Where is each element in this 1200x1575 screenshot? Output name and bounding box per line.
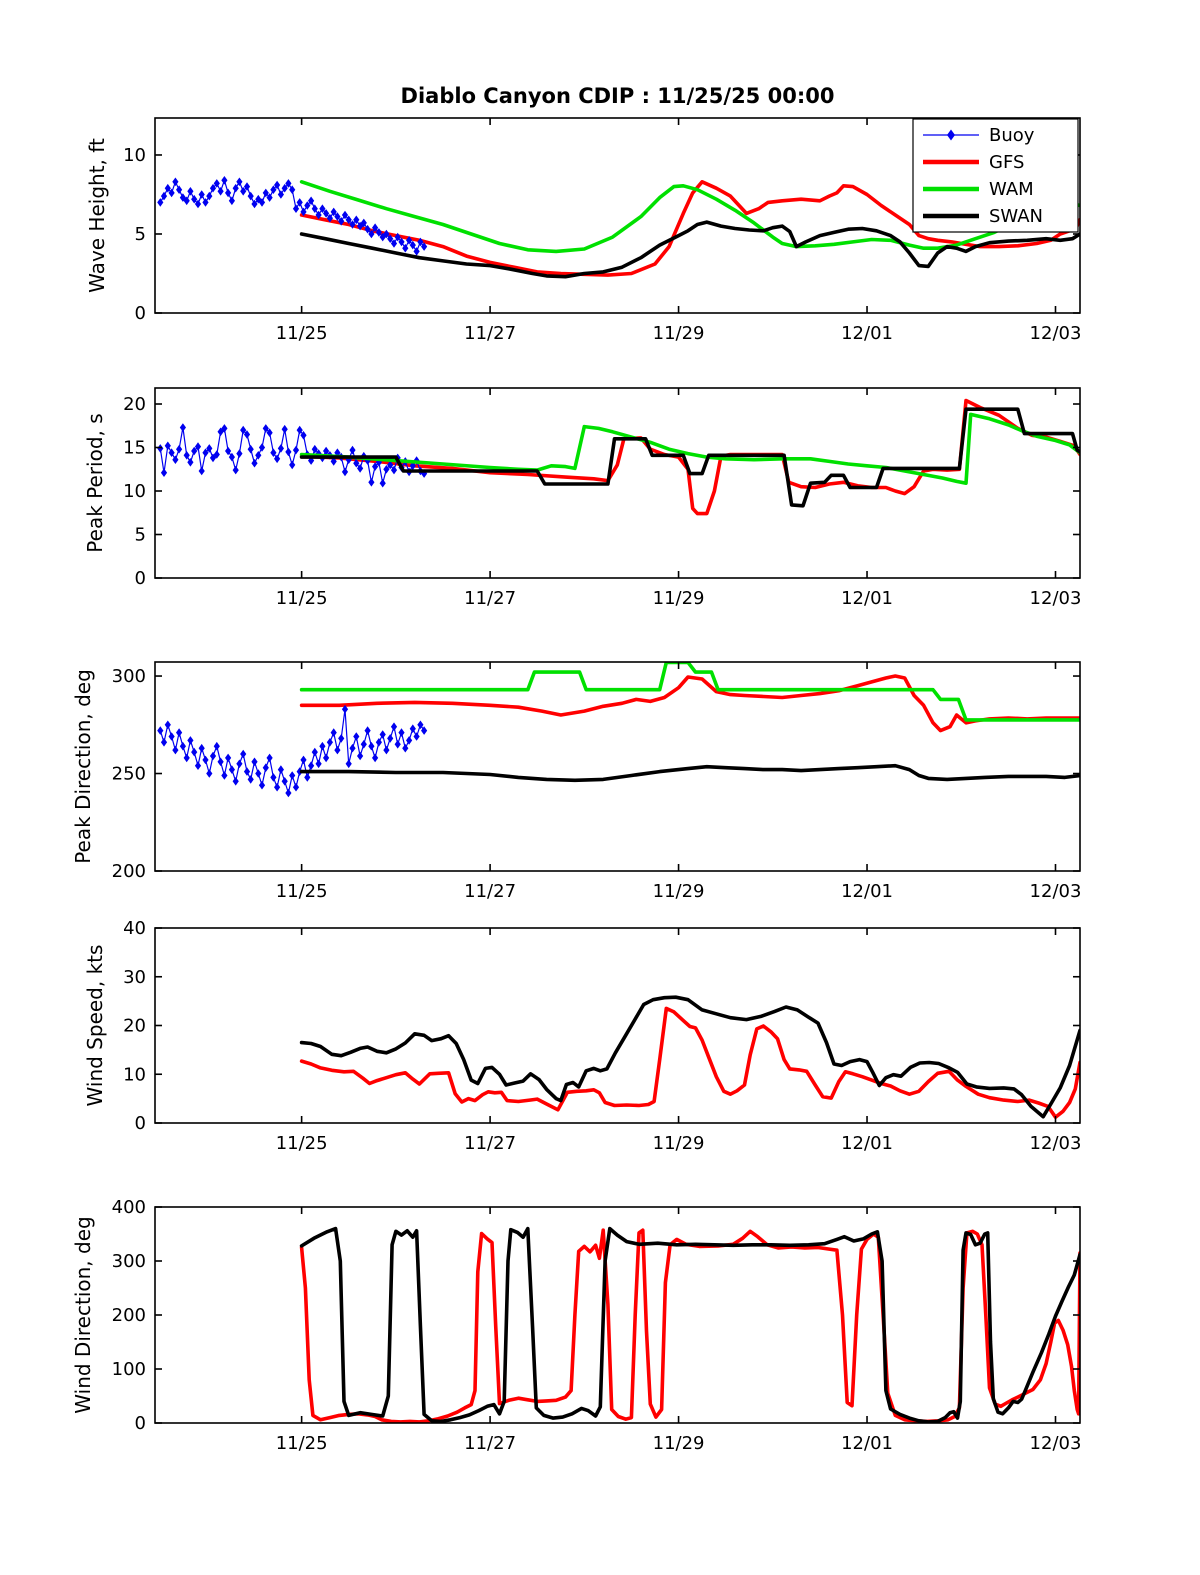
buoy-markers-panel-2 — [157, 423, 428, 488]
panel-3: 11/25 11/27 11/29 12/01 12/03 200 250 300 Peak D… — [71, 661, 1082, 902]
buoy-markers-panel-3 — [157, 704, 428, 798]
y-tick-label: 0 — [135, 1113, 146, 1134]
legend-label-swan: SWAN — [989, 206, 1043, 227]
x-tick-label: 11/27 — [464, 323, 516, 344]
y-axis-label-panel-5: Wind Direction, deg — [71, 1216, 95, 1413]
y-tick-label: 0 — [135, 303, 146, 324]
x-tick-label: 12/01 — [841, 1433, 893, 1454]
swan-line-panel-1 — [299, 220, 1080, 279]
y-tick-label: 0 — [135, 1413, 146, 1434]
y-tick-label: 200 — [112, 1305, 146, 1326]
wam-line-panel-3 — [299, 662, 1080, 722]
y-tick-label: 300 — [112, 1251, 146, 1272]
x-tick-label: 11/27 — [464, 1133, 516, 1154]
x-tick-label: 11/25 — [276, 1133, 328, 1154]
gfs-line-panel-3 — [299, 674, 1080, 733]
swan-line-panel-4 — [299, 995, 1080, 1119]
legend-label-gfs: GFS — [989, 152, 1024, 173]
x-tick-label: 12/01 — [841, 323, 893, 344]
panel-1: 11/25 11/27 11/29 12/01 12/03 0 5 10 Wave Height… — [85, 117, 1082, 344]
x-tick-label: 12/03 — [1030, 1133, 1082, 1154]
gfs-line-panel-4 — [299, 1006, 1080, 1119]
panel-2: 11/25 11/27 11/29 12/01 12/03 0 5 10 15 20 Peak Pe… — [83, 387, 1082, 609]
y-tick-label: 15 — [123, 438, 146, 459]
legend-box — [912, 118, 1079, 233]
y-tick-label: 5 — [135, 224, 146, 245]
y-tick-label: 30 — [123, 967, 146, 988]
x-tick-label: 11/27 — [464, 588, 516, 609]
y-tick-label: 200 — [112, 861, 146, 882]
y-axis-label-panel-4: Wind Speed, kts — [83, 945, 107, 1107]
y-tick-label: 5 — [135, 525, 146, 546]
x-tick-label: 11/27 — [464, 881, 516, 902]
y-tick-label: 20 — [123, 394, 146, 415]
x-tick-label: 12/01 — [841, 588, 893, 609]
panel-5: 11/25 11/27 11/29 12/01 12/03 0 100 200 300 400 Wi… — [71, 1197, 1081, 1454]
x-tick-label: 12/01 — [841, 881, 893, 902]
axes-box-panel-1 — [154, 117, 1081, 314]
x-tick-label: 12/01 — [841, 1133, 893, 1154]
legend-diamond-icon — [947, 129, 955, 141]
legend-label-wam: WAM — [989, 179, 1034, 200]
x-tick-label: 11/25 — [276, 588, 328, 609]
y-tick-label: 100 — [112, 1359, 146, 1380]
x-tick-label: 11/25 — [276, 1433, 328, 1454]
panel-4: 11/25 11/27 11/29 12/01 12/03 0 10 20 30 40 Wind S… — [83, 918, 1081, 1154]
x-tick-label: 12/03 — [1030, 323, 1082, 344]
x-tick-label: 11/29 — [653, 588, 705, 609]
wam-line-panel-2 — [299, 412, 1080, 486]
y-tick-label: 400 — [112, 1197, 146, 1218]
legend-label-buoy: Buoy — [989, 125, 1035, 146]
buoy-markers-panel-1 — [157, 176, 428, 256]
swan-line-panel-3 — [299, 763, 1080, 783]
y-tick-label: 250 — [112, 764, 146, 785]
x-tick-label: 12/03 — [1030, 881, 1082, 902]
gfs-line-panel-2 — [299, 398, 1080, 516]
legend: Buoy GFS WAM SWAN — [912, 118, 1079, 233]
swan-line-panel-2 — [299, 407, 1080, 508]
chart-title: Diablo Canyon CDIP : 11/25/25 00:00 — [400, 84, 835, 108]
x-tick-label: 11/29 — [653, 1433, 705, 1454]
y-tick-label: 300 — [112, 666, 146, 687]
y-tick-label: 0 — [135, 568, 146, 589]
axes-box-panel-5 — [154, 1206, 1081, 1424]
x-tick-label: 11/25 — [276, 323, 328, 344]
y-tick-label: 40 — [123, 918, 146, 939]
x-tick-label: 11/29 — [653, 1133, 705, 1154]
axes-box-panel-4 — [154, 927, 1081, 1124]
x-tick-label: 11/25 — [276, 881, 328, 902]
x-tick-label: 12/03 — [1030, 1433, 1082, 1454]
gfs-line-panel-5 — [299, 1228, 1080, 1423]
y-axis-label-panel-3: Peak Direction, deg — [71, 669, 95, 864]
swan-line-panel-5 — [299, 1226, 1080, 1423]
axes-box-panel-2 — [154, 387, 1081, 579]
axes-box-panel-3 — [154, 661, 1081, 872]
y-tick-label: 10 — [123, 145, 146, 166]
x-tick-label: 11/29 — [653, 881, 705, 902]
y-axis-label-panel-2: Peak Period, s — [83, 413, 107, 552]
x-tick-label: 11/27 — [464, 1433, 516, 1454]
x-tick-label: 11/29 — [653, 323, 705, 344]
y-tick-label: 10 — [123, 1064, 146, 1085]
y-tick-label: 20 — [123, 1016, 146, 1037]
y-tick-label: 10 — [123, 481, 146, 502]
x-tick-label: 12/03 — [1030, 588, 1082, 609]
y-axis-label-panel-1: Wave Height, ft — [85, 138, 109, 293]
